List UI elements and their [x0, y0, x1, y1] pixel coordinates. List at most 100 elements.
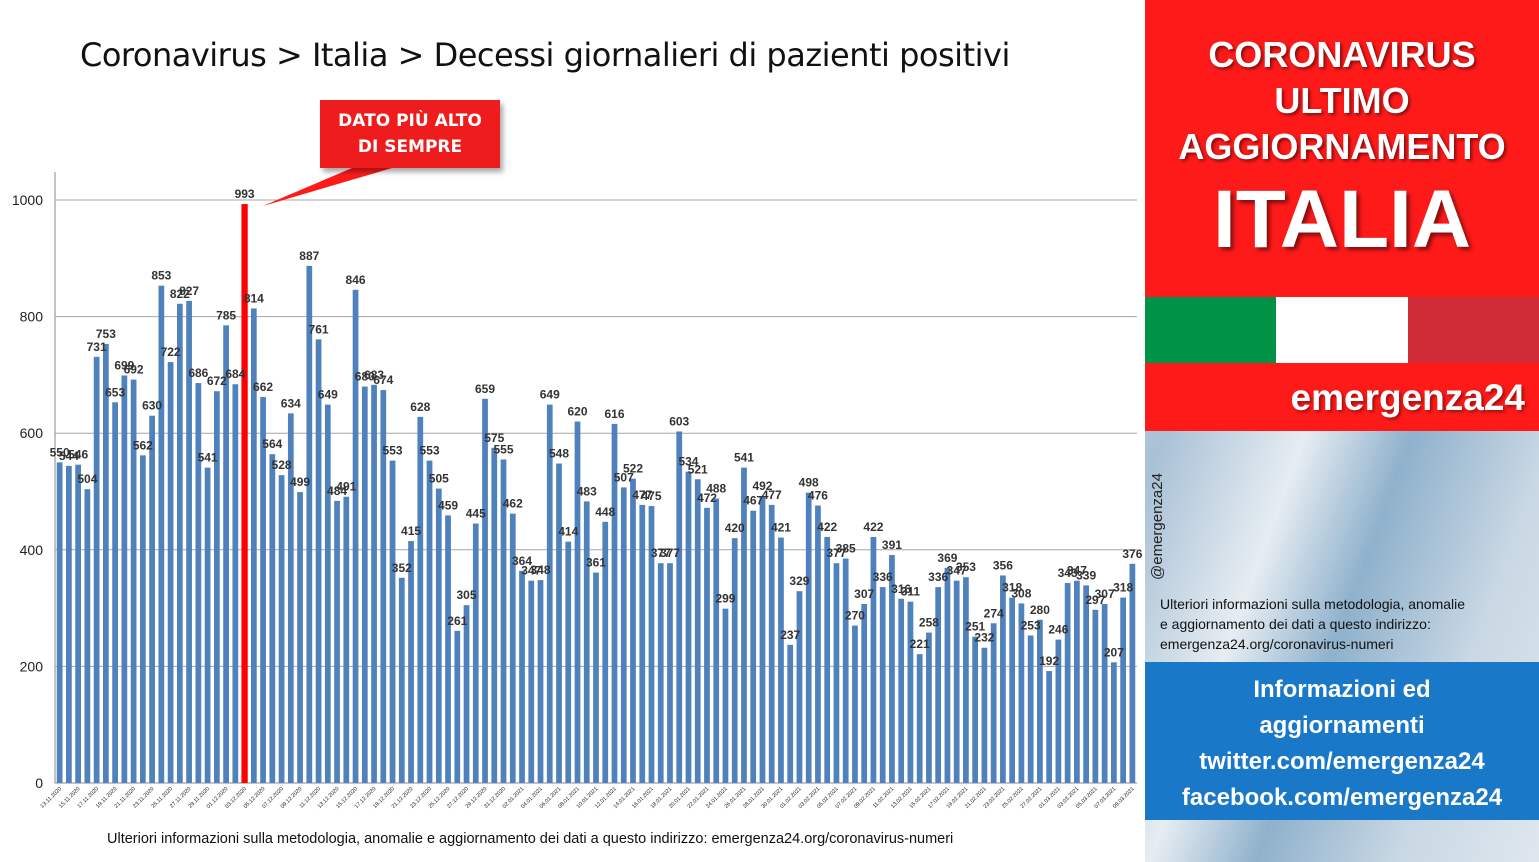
data-label: 483 [577, 484, 597, 498]
bar [260, 397, 266, 783]
highest-value-callout: DATO PIÙ ALTO DI SEMPRE [320, 100, 500, 168]
twitter-link[interactable]: twitter.com/emergenza24 [1199, 748, 1485, 775]
bar [445, 515, 451, 783]
data-label: 353 [956, 560, 976, 574]
data-label: 628 [410, 400, 430, 414]
flag-white-stripe [1276, 297, 1408, 363]
bar [879, 587, 886, 783]
bar [389, 460, 396, 783]
bar [1074, 580, 1080, 783]
bar [112, 402, 118, 783]
data-label: 475 [641, 489, 661, 503]
data-label: 484 [327, 484, 347, 498]
data-label: 616 [604, 407, 624, 421]
bar [602, 521, 609, 783]
bar [639, 504, 646, 783]
data-label: 308 [1011, 586, 1031, 600]
data-label: 564 [262, 437, 282, 451]
data-label: 318 [1002, 581, 1022, 595]
data-label: 377 [651, 546, 671, 560]
bar [278, 475, 285, 783]
bar [657, 563, 664, 783]
callout-pointer [262, 168, 392, 207]
bar [768, 504, 775, 783]
data-label: 541 [198, 451, 218, 465]
bar [833, 563, 840, 783]
bar [408, 541, 414, 783]
y-tick-label: 200 [20, 658, 44, 674]
data-label: 336 [873, 570, 893, 584]
bar [491, 447, 498, 783]
bar [482, 398, 488, 783]
bar [574, 421, 581, 783]
bar [852, 625, 858, 783]
bar [778, 537, 784, 783]
data-label: 785 [216, 308, 236, 322]
data-label: 504 [77, 472, 97, 486]
data-label: 251 [965, 620, 985, 634]
data-label: 253 [1021, 619, 1041, 633]
bar [731, 538, 738, 783]
data-label: 448 [595, 505, 615, 519]
data-label: 318 [1113, 581, 1133, 595]
data-label: 761 [309, 322, 329, 336]
bar [472, 523, 479, 783]
data-label: 347 [521, 564, 541, 578]
data-label: 477 [762, 488, 782, 502]
bar [528, 580, 535, 783]
social-box: Informazioni ed aggiornamenti twitter.co… [1145, 662, 1539, 820]
y-tick-label: 1000 [12, 192, 43, 208]
flag-green-stripe [1145, 297, 1277, 363]
callout-arrow [262, 168, 392, 207]
data-label: 683 [364, 368, 384, 382]
side-info-link[interactable]: emergenza24.org/coronavirus-numeri [1160, 636, 1394, 652]
data-label: 603 [669, 414, 689, 428]
flag-red-stripe [1407, 297, 1539, 363]
facebook-link[interactable]: facebook.com/emergenza24 [1181, 784, 1503, 811]
data-label: 422 [817, 520, 837, 534]
bar [870, 536, 877, 783]
bar [213, 391, 220, 783]
data-label: 684 [225, 367, 245, 381]
bar [704, 507, 710, 783]
data-label: 414 [558, 525, 578, 539]
data-label: 498 [799, 476, 819, 490]
data-label: 993 [235, 187, 255, 201]
bar [926, 632, 932, 783]
data-label: 316 [891, 582, 911, 596]
data-label: 261 [447, 614, 467, 628]
data-label: 305 [457, 588, 477, 602]
bar [685, 471, 692, 783]
bar [315, 339, 322, 783]
header-country: ITALIA [1212, 174, 1472, 265]
bar [907, 601, 914, 783]
bar [620, 487, 627, 783]
data-label: 297 [1085, 593, 1105, 607]
data-label: 311 [901, 585, 921, 599]
side-info-text: Ulteriori informazioni sulla metodologia… [1160, 594, 1530, 654]
data-label: 662 [253, 380, 273, 394]
data-label: 541 [734, 451, 754, 465]
bar [519, 570, 525, 783]
social-line-1: Informazioni ed [1253, 676, 1431, 703]
bar [741, 467, 747, 783]
bar [1083, 585, 1090, 783]
data-label: 575 [484, 431, 504, 445]
data-label: 488 [706, 481, 726, 495]
data-label: 270 [845, 609, 865, 623]
bar [417, 416, 424, 783]
bar [139, 455, 146, 783]
data-label: 274 [984, 606, 1004, 620]
bar [898, 598, 905, 783]
bar [75, 464, 81, 783]
data-label: 385 [836, 542, 856, 556]
data-label: 364 [512, 554, 532, 568]
bar [944, 567, 951, 783]
side-info-line-2: e aggiornamento dei dati a questo indiri… [1160, 616, 1431, 632]
data-label: 462 [503, 497, 523, 511]
data-label: 339 [1076, 568, 1096, 582]
bar [916, 654, 923, 783]
data-label: 472 [697, 491, 717, 505]
italian-flag [1145, 297, 1539, 363]
data-label: 352 [392, 561, 412, 575]
